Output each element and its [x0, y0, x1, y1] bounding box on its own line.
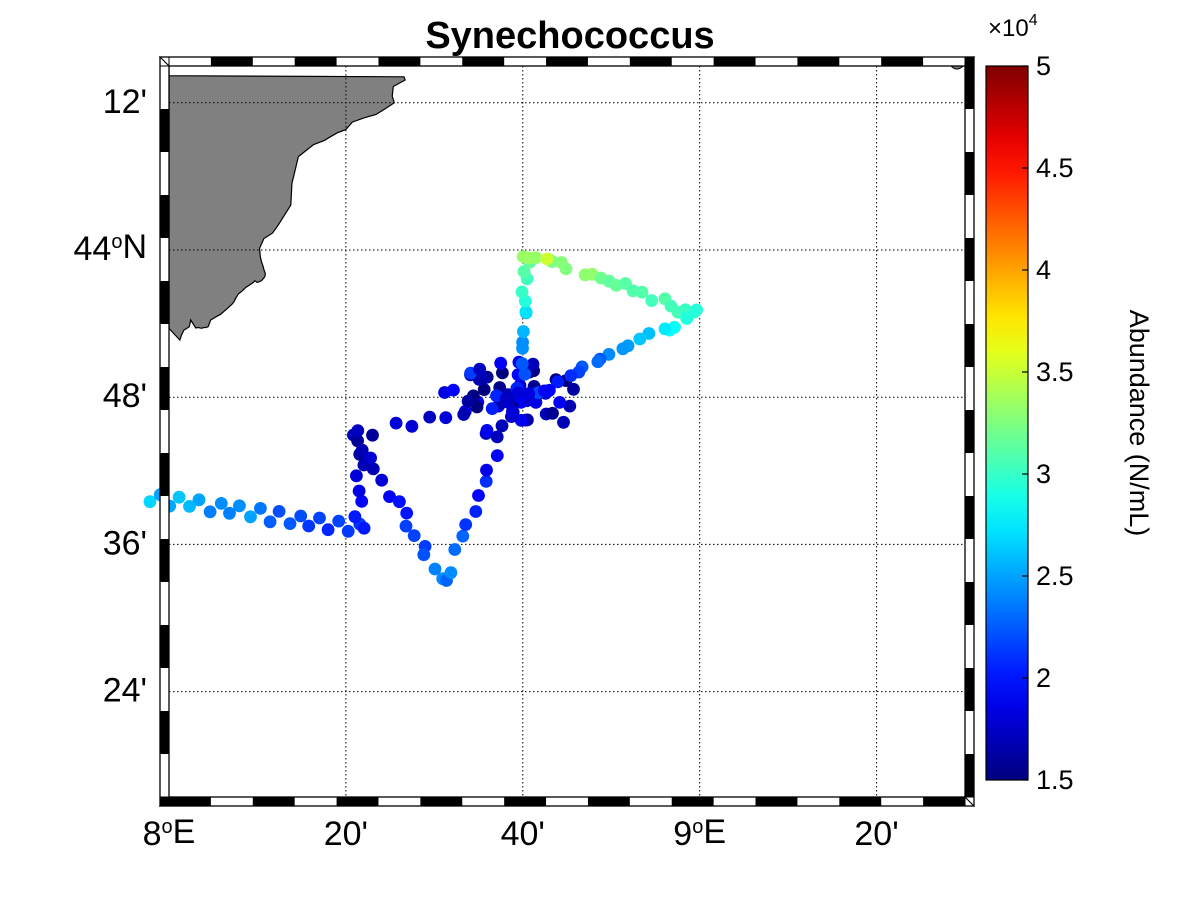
svg-text:24': 24': [103, 672, 147, 710]
svg-text:36': 36': [103, 524, 147, 562]
svg-text:12': 12': [103, 83, 147, 121]
svg-text:1.5: 1.5: [1036, 765, 1074, 795]
svg-text:3: 3: [1036, 459, 1051, 489]
svg-text:3.5: 3.5: [1036, 357, 1074, 387]
svg-text:20': 20': [854, 815, 898, 853]
svg-text:48': 48': [103, 377, 147, 415]
svg-text:20': 20': [324, 815, 368, 853]
svg-text:2.5: 2.5: [1036, 561, 1074, 591]
svg-text:Synechococcus: Synechococcus: [425, 15, 714, 57]
svg-text:2: 2: [1036, 663, 1051, 693]
svg-text:40': 40': [501, 815, 545, 853]
svg-text:5: 5: [1036, 51, 1051, 81]
svg-text:Abundance (N/mL): Abundance (N/mL): [1124, 310, 1154, 537]
svg-text:44oN: 44oN: [73, 228, 147, 268]
svg-text:4.5: 4.5: [1036, 153, 1074, 183]
svg-text:4: 4: [1036, 255, 1051, 285]
